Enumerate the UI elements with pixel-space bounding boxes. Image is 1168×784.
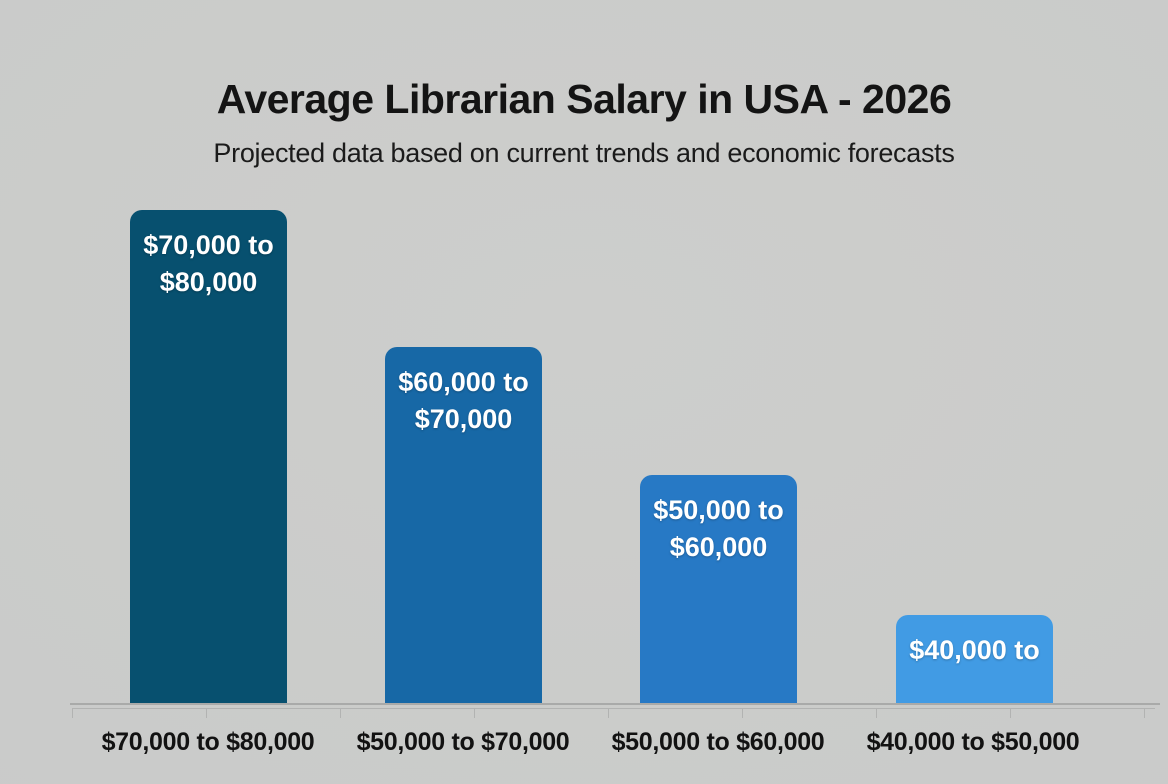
bar-value-label: $40,000 to <box>909 635 1040 665</box>
bar-50k-60k: $50,000 to $60,000 <box>640 475 797 703</box>
bar-60k-70k: $60,000 to $70,000 <box>385 347 542 703</box>
bar-value-label: $60,000 to <box>398 367 529 397</box>
x-axis-label: $50,000 to $60,000 <box>611 728 825 756</box>
bar-value-label: $70,000 to <box>143 230 274 260</box>
x-axis-tickline <box>72 708 1155 718</box>
bar-value-label: $50,000 to <box>653 495 784 525</box>
chart-title: Average Librarian Salary in USA - 2026 <box>216 76 952 122</box>
bar-value-label: $70,000 <box>414 404 513 434</box>
x-axis-baseline <box>70 703 1160 705</box>
bar-value-label: $80,000 <box>159 267 258 297</box>
bar-70k-80k: $70,000 to $80,000 <box>130 210 287 703</box>
x-axis-label: $70,000 to $80,000 <box>101 728 315 756</box>
bar-40k-50k: $40,000 to <box>896 615 1053 703</box>
chart-subtitle: Projected data based on current trends a… <box>213 138 955 168</box>
x-axis-label: $40,000 to $50,000 <box>866 728 1080 756</box>
bar-value-label: $60,000 <box>669 532 768 562</box>
x-axis-label: $50,000 to $70,000 <box>356 728 570 756</box>
